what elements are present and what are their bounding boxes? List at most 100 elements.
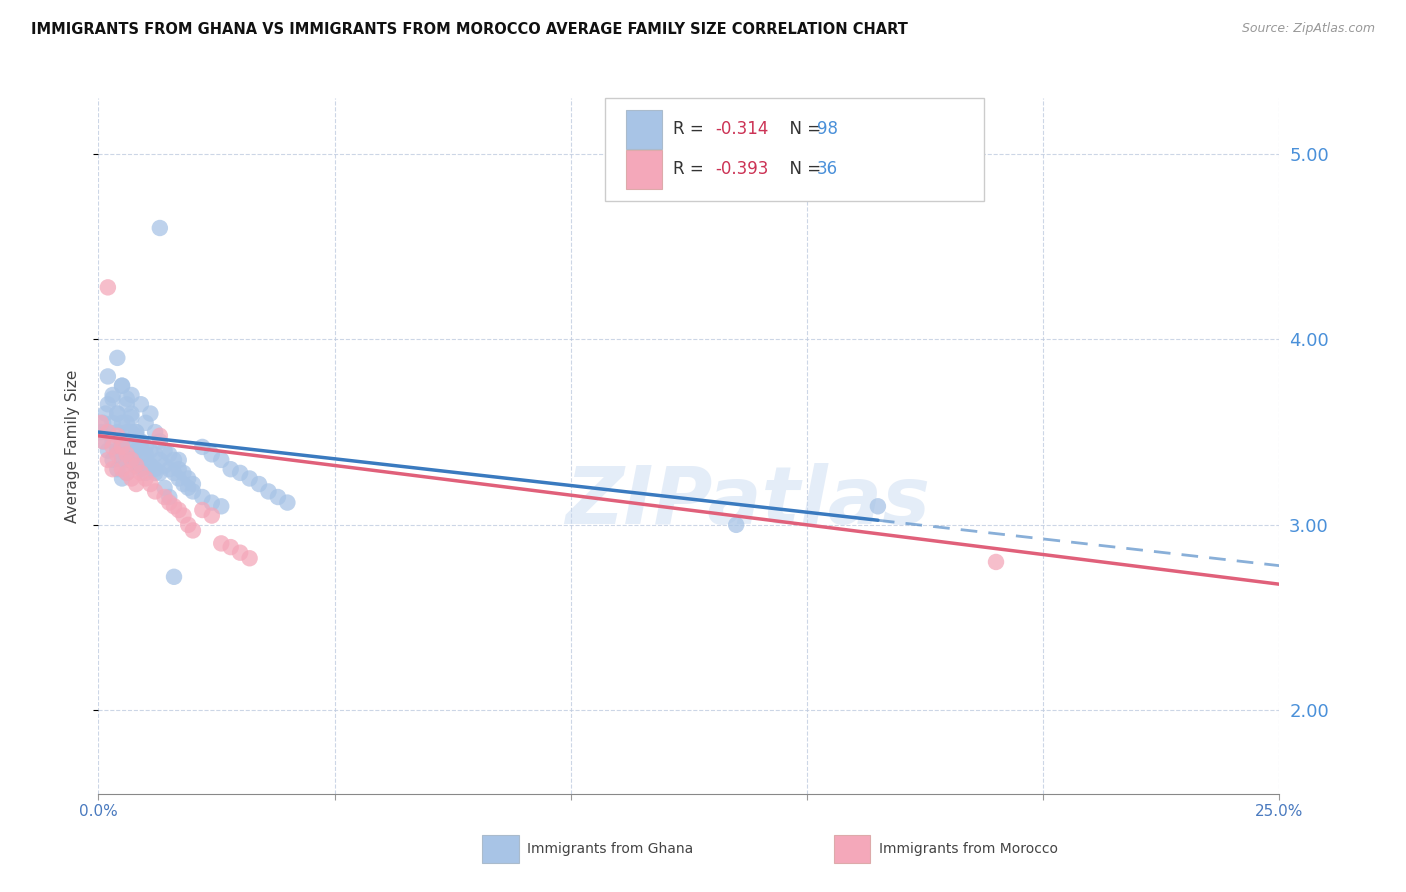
Point bbox=[97, 369, 120, 384]
Point bbox=[177, 481, 200, 495]
Point bbox=[111, 462, 134, 476]
Point bbox=[167, 453, 190, 467]
Point bbox=[167, 503, 190, 517]
Point bbox=[115, 425, 138, 439]
Point bbox=[181, 477, 204, 491]
Point bbox=[97, 397, 120, 411]
Point bbox=[121, 425, 143, 439]
Point bbox=[90, 416, 112, 430]
Y-axis label: Average Family Size: Average Family Size bbox=[65, 369, 80, 523]
Point bbox=[111, 471, 134, 485]
Point bbox=[135, 471, 157, 485]
Point bbox=[101, 434, 124, 449]
Point bbox=[143, 466, 166, 480]
Point bbox=[172, 466, 194, 480]
Point bbox=[115, 466, 138, 480]
Point bbox=[125, 425, 148, 439]
Point bbox=[111, 416, 134, 430]
Point bbox=[94, 407, 117, 421]
Point bbox=[105, 429, 128, 443]
Point bbox=[135, 440, 157, 454]
Point bbox=[91, 434, 114, 449]
Point bbox=[219, 462, 242, 476]
Point bbox=[115, 392, 138, 406]
Point bbox=[121, 453, 143, 467]
Point bbox=[125, 477, 148, 491]
Point bbox=[239, 471, 262, 485]
Point bbox=[143, 462, 166, 476]
Point bbox=[115, 397, 138, 411]
Point bbox=[121, 388, 143, 402]
Point bbox=[163, 500, 186, 514]
Point bbox=[105, 443, 128, 458]
Point bbox=[172, 477, 194, 491]
Point bbox=[125, 425, 148, 439]
Point bbox=[153, 443, 176, 458]
Point bbox=[201, 495, 224, 509]
Point bbox=[111, 434, 134, 449]
Point bbox=[229, 546, 252, 560]
Point bbox=[129, 440, 152, 454]
Point bbox=[167, 471, 190, 485]
Text: N =: N = bbox=[779, 120, 827, 138]
Point bbox=[163, 453, 186, 467]
Point bbox=[101, 416, 124, 430]
Point bbox=[149, 434, 172, 449]
Point bbox=[105, 407, 128, 421]
Point bbox=[97, 443, 120, 458]
Point bbox=[157, 495, 180, 509]
Text: Source: ZipAtlas.com: Source: ZipAtlas.com bbox=[1241, 22, 1375, 36]
Point bbox=[157, 447, 180, 461]
Point bbox=[153, 458, 176, 473]
Point bbox=[167, 462, 190, 476]
Point bbox=[191, 440, 214, 454]
Point bbox=[121, 453, 143, 467]
Point bbox=[201, 508, 224, 523]
Point bbox=[149, 221, 172, 235]
Text: R =: R = bbox=[673, 120, 710, 138]
Point bbox=[191, 503, 214, 517]
Point bbox=[105, 462, 128, 476]
Point bbox=[157, 490, 180, 504]
Point bbox=[125, 458, 148, 473]
Point bbox=[163, 570, 186, 584]
Point bbox=[143, 447, 166, 461]
Point bbox=[139, 458, 162, 473]
Point bbox=[111, 440, 134, 454]
Point bbox=[129, 447, 152, 461]
Point bbox=[984, 555, 1007, 569]
Point bbox=[121, 407, 143, 421]
Point bbox=[91, 434, 114, 449]
Point bbox=[229, 466, 252, 480]
Point bbox=[111, 378, 134, 392]
Point bbox=[157, 462, 180, 476]
Point bbox=[135, 453, 157, 467]
Point bbox=[276, 495, 298, 509]
Point bbox=[239, 551, 262, 566]
Point bbox=[143, 425, 166, 439]
Point bbox=[149, 453, 172, 467]
Point bbox=[125, 429, 148, 443]
Point bbox=[135, 447, 157, 461]
Point bbox=[101, 462, 124, 476]
Point bbox=[111, 453, 134, 467]
Point bbox=[139, 458, 162, 473]
Point bbox=[125, 458, 148, 473]
Point bbox=[209, 500, 232, 514]
Point bbox=[163, 466, 186, 480]
Text: -0.314: -0.314 bbox=[716, 120, 769, 138]
Point bbox=[115, 440, 138, 454]
Point bbox=[105, 425, 128, 439]
Text: Immigrants from Morocco: Immigrants from Morocco bbox=[879, 842, 1057, 856]
Point bbox=[191, 490, 214, 504]
Point bbox=[209, 536, 232, 550]
Point bbox=[153, 481, 176, 495]
Text: ZIPatlas: ZIPatlas bbox=[565, 463, 931, 541]
Text: 36: 36 bbox=[817, 161, 838, 178]
Point bbox=[105, 447, 128, 461]
Point bbox=[149, 466, 172, 480]
Point bbox=[201, 447, 224, 461]
Text: -0.393: -0.393 bbox=[716, 161, 769, 178]
Point bbox=[111, 378, 134, 392]
Text: IMMIGRANTS FROM GHANA VS IMMIGRANTS FROM MOROCCO AVERAGE FAMILY SIZE CORRELATION: IMMIGRANTS FROM GHANA VS IMMIGRANTS FROM… bbox=[31, 22, 908, 37]
